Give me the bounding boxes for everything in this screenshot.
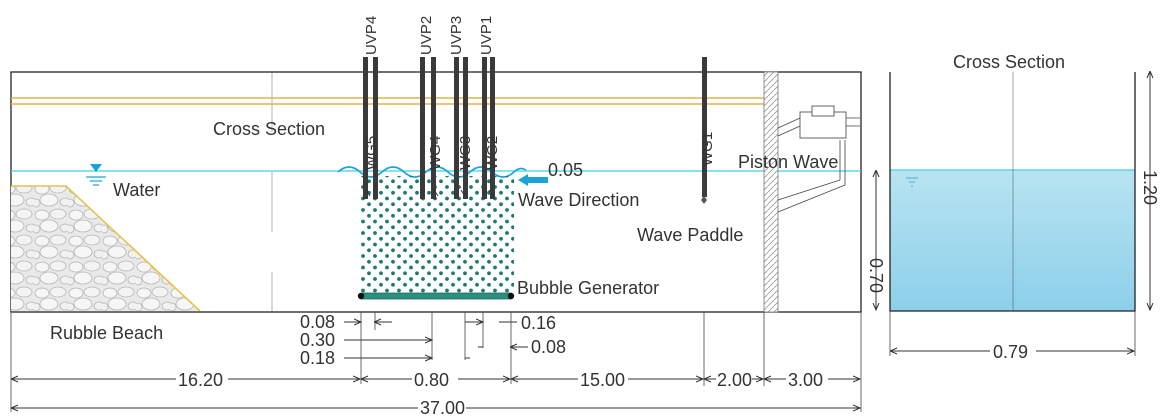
bubble-plume: [360, 176, 514, 294]
rubble-beach: [11, 185, 201, 312]
water-level-icon: [86, 164, 106, 186]
dim-15-00: 15.00: [580, 370, 625, 390]
probe-tips: [365, 172, 707, 204]
cs-height-label: 1.20: [1140, 170, 1160, 205]
dim-16-20: 16.20: [178, 370, 223, 390]
water-label: Water: [113, 180, 160, 200]
dim-0-08-left: 0.08: [300, 312, 335, 332]
cs-width-label: 0.79: [993, 342, 1028, 362]
wave-paddle-label: Wave Paddle: [637, 225, 743, 245]
wg3-label: WG3: [457, 136, 474, 170]
cross-section-water-icon: [906, 177, 918, 187]
bubble-generator: [357, 292, 515, 300]
piston-wave-label: Piston Wave: [738, 152, 838, 172]
uvp2-label: UVP2: [418, 16, 435, 55]
uvp4-label: UVP4: [363, 16, 380, 55]
cross-section-title: Cross Section: [953, 52, 1065, 72]
cross-section-tank: [889, 72, 1136, 312]
dim-0-80: 0.80: [414, 370, 449, 390]
dim-0-16: 0.16: [521, 313, 556, 333]
wg2-label: WG2: [484, 136, 501, 170]
uvp-probes: [363, 57, 707, 199]
wg1-label: WG1: [699, 132, 716, 166]
wg4-label: WG4: [427, 136, 444, 170]
bubble-generator-label: Bubble Generator: [517, 278, 659, 298]
wg5-label: WG5: [363, 136, 380, 170]
cs-depth-label: 0.70: [866, 258, 886, 293]
wave-height-label: 0.05: [548, 160, 583, 180]
piston-wave-maker: [763, 71, 860, 313]
dim-3-00: 3.00: [788, 370, 823, 390]
dim-37-00: 37.00: [420, 398, 465, 418]
dim-2-00: 2.00: [717, 370, 752, 390]
overall-dimensions: [10, 312, 862, 412]
carriage-rails: [11, 97, 764, 105]
dim-0-18: 0.18: [300, 348, 335, 368]
wave-direction-label: Wave Direction: [518, 190, 639, 210]
dim-0-30: 0.30: [300, 330, 335, 350]
uvp1-label: UVP1: [478, 16, 495, 55]
wave-direction-arrow: [518, 174, 548, 186]
uvp3-label: UVP3: [448, 16, 465, 55]
cross-section-dimensions: [876, 72, 1150, 356]
rubble-beach-label: Rubble Beach: [50, 323, 163, 343]
cross-section-label: Cross Section: [213, 119, 325, 139]
dim-0-08-right: 0.08: [531, 337, 566, 357]
probe-spacing-dimensions: [344, 312, 528, 384]
